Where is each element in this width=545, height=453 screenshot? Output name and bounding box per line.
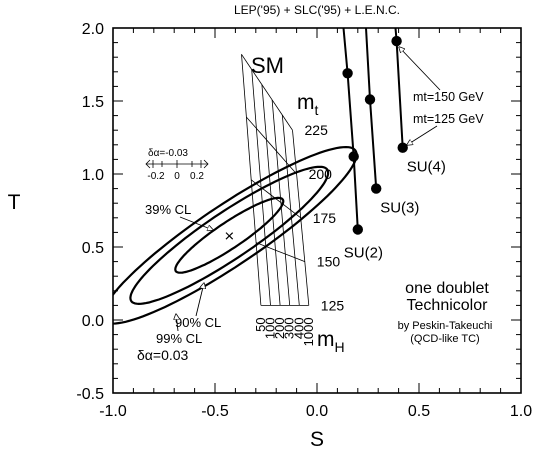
mh-value-label-1000: 1000: [301, 317, 316, 346]
tc-line-1: [342, 28, 359, 230]
y-tick-label: -0.5: [76, 386, 104, 403]
cl-contour-2: [129, 165, 330, 306]
sm-mh-line-400: [281, 114, 300, 306]
x-tick-label: 0.5: [408, 403, 430, 420]
tc-point-1-1: [342, 68, 353, 79]
delta-alpha-scale: δα=-0.03 -0.2 0 0.2: [145, 148, 209, 182]
x-axis-label: S: [310, 428, 324, 451]
technicolor-labels: SU(2) SU(3) SU(4): [344, 159, 446, 262]
y-tick-label: 0.5: [82, 240, 104, 257]
x-tick-label: 0.0: [306, 403, 328, 420]
mh-value-label-200: 200: [272, 317, 287, 339]
sm-mh-line-1000: [292, 130, 310, 306]
delta-alpha-tick-pos: 0.2: [190, 171, 204, 182]
delta-alpha-tick-neg: -0.2: [147, 171, 165, 182]
mt-value-label-150: 150: [317, 254, 341, 270]
tc-label-2: SU(3): [380, 200, 419, 217]
cl39-label: 39% CL: [145, 202, 191, 217]
mt-value-label-200: 200: [309, 166, 333, 182]
sm-mt-line-150: [255, 242, 305, 262]
best-fit-marker: ×: [224, 226, 234, 245]
mt-value-label-175: 175: [313, 210, 337, 226]
technicolor-credit-line1: by Peskin-Takeuchi: [398, 320, 493, 332]
tc-point-1-2: [348, 151, 359, 162]
sm-label: SM: [251, 53, 284, 78]
x-tick-labels: -1.0 -0.5 0.0 0.5 1.0: [99, 403, 532, 420]
tc-line-2: [365, 28, 378, 189]
x-tick-label: 1.0: [510, 403, 532, 420]
tc-point-1-3: [352, 224, 363, 235]
tc-point-3-1: [391, 35, 402, 47]
sm-mh-line-50: [241, 54, 262, 306]
sm-mt-line-200: [246, 116, 297, 175]
cl99-label: 99% CL: [156, 331, 202, 346]
tc-point-3-2: [397, 142, 408, 153]
technicolor-title-line1: one doublet: [405, 280, 489, 297]
mt150-marker-label: mt=150 GeV: [413, 90, 484, 104]
mt-value-labels: 125 150 175 200 225: [305, 122, 345, 313]
tc-label-1: SU(2): [344, 245, 383, 262]
x-tick-label: -1.0: [99, 403, 127, 420]
sm-mh-line-100: [251, 69, 271, 306]
delta-alpha-bottom-label: δα=0.03: [137, 347, 189, 363]
cl90-label: 90% CL: [175, 315, 221, 330]
sm-mt-line-225: [241, 54, 293, 131]
mt-value-label-225: 225: [305, 122, 329, 138]
x-tick-label: -0.5: [201, 403, 229, 420]
sm-mh-line-200: [261, 84, 281, 306]
sm-grid: [241, 54, 310, 306]
mh-axis-label: mH: [317, 328, 345, 355]
tc-point-2-1: [364, 94, 376, 105]
axis-ticks: [112, 27, 522, 394]
y-tick-labels: -0.5 0.0 0.5 1.0 1.5 2.0: [76, 21, 104, 403]
y-tick-label: 1.0: [82, 167, 104, 184]
y-tick-label: 2.0: [82, 21, 104, 38]
tc-label-3: SU(4): [407, 159, 446, 176]
mt-value-label-125: 125: [321, 297, 345, 313]
mt-axis-label: mt: [297, 91, 319, 118]
mh-value-label-100: 100: [263, 317, 278, 339]
y-tick-label: 0.0: [82, 313, 104, 330]
tc-point-2-2: [371, 183, 382, 194]
technicolor-credit-line2: (QCD-like TC): [410, 333, 479, 345]
sm-mt-line-175: [250, 179, 301, 219]
delta-alpha-tick-zero: 0: [174, 171, 180, 182]
technicolor-lines: [342, 28, 408, 235]
y-axis-label: T: [8, 191, 21, 214]
mh-value-label-400: 400: [291, 317, 306, 339]
delta-alpha-top-label: δα=-0.03: [148, 148, 188, 159]
technicolor-title-line2: Technicolor: [407, 297, 489, 314]
mh-value-label-300: 300: [282, 317, 297, 339]
cl-contour-1: [174, 196, 285, 274]
chart-title: LEP('95) + SLC('95) + L.E.N.C.: [234, 3, 400, 17]
y-tick-label: 1.5: [82, 94, 104, 111]
mh-value-label-50: 50: [253, 317, 268, 331]
mt125-marker-label: mt=125 GeV: [413, 112, 484, 126]
sm-mh-line-300: [271, 99, 291, 306]
